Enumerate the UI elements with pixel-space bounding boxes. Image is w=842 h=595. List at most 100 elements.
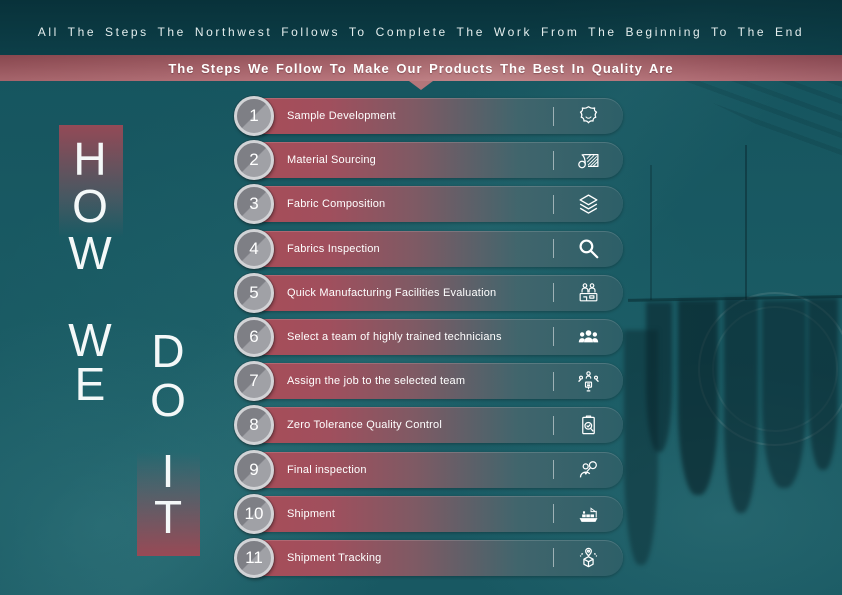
magnifier-icon [554,236,623,261]
vertical-letter: O [150,374,186,426]
step-number: 7 [249,371,259,391]
separator-line [553,194,554,214]
vertical-letter: I [161,445,175,497]
step-number-badge: 10 [234,493,274,534]
person-magnifier-icon [554,457,623,482]
header-bar: All The Steps The Northwest Follows To C… [0,0,842,55]
vertical-letter: E [74,358,106,410]
cargo-ship-icon [554,501,623,526]
separator-line [553,150,554,170]
vertical-letter: H [73,133,107,185]
step-number-badge: 3 [234,184,274,225]
step-number-badge: 5 [234,272,274,313]
hanging-clothes-decor [624,330,658,565]
step-label: Sample Development [287,110,396,122]
package-tracking-icon [554,545,623,570]
assign-team-icon [554,369,623,394]
step-label: Final inspection [287,463,367,476]
step-bar: Material Sourcing [246,142,623,179]
hanging-clothes-decor [646,302,672,452]
step-row: Fabrics Inspection 4 [234,228,623,269]
separator-line [553,371,554,391]
separator-line [553,283,554,303]
hanging-clothes-decor [724,298,758,513]
quality-control-icon [554,413,623,438]
step-bar: Select a team of highly trained technici… [246,318,623,355]
step-row: Quick Manufacturing Facilities Evaluatio… [234,272,623,313]
hanging-clothes-decor [762,300,806,488]
fabric-roll-icon [554,148,623,173]
step-row: Fabric Composition 3 [234,184,623,225]
step-number: 10 [244,503,264,523]
leather-hide-icon [554,104,623,129]
vertical-letter: D [151,325,185,377]
step-number: 2 [249,150,259,170]
step-row: Shipment 10 [234,493,623,534]
team-icon [554,324,623,349]
pole-decor [650,165,652,300]
hanging-clothes-decor [678,300,718,495]
separator-line [553,106,554,126]
banner-pointer-triangle [409,81,433,90]
step-number: 4 [249,238,259,258]
step-number-badge: 11 [234,537,274,578]
separator-line [553,548,554,568]
step-label: Select a team of highly trained technici… [287,330,502,343]
step-bar: Fabric Composition [246,186,623,223]
step-row: Select a team of highly trained technici… [234,316,623,357]
separator-line [553,327,554,347]
step-row: Material Sourcing 2 [234,140,623,181]
step-bar: Shipment Tracking [246,539,623,576]
step-number: 3 [249,194,259,214]
step-label: Fabric Composition [287,198,386,211]
banner-title: The Steps We Follow To Make Our Products… [168,60,674,76]
step-number-badge: 6 [234,316,274,357]
steps-list: Sample Development 1 Material Sourcing 2… [234,96,623,582]
step-number: 8 [249,415,259,435]
side-accent-rect-bottom [137,452,200,556]
separator-line [553,415,554,435]
banner: The Steps We Follow To Make Our Products… [0,55,842,81]
step-number: 5 [249,282,259,302]
step-number-badge: 8 [234,405,274,446]
side-accent-rect-top [59,125,123,237]
fabric-layers-icon [554,192,623,217]
separator-line [553,460,554,479]
vertical-letter: W [68,314,112,366]
separator-line [553,239,554,259]
step-number: 9 [249,459,259,479]
step-row: Zero Tolerance Quality Control 8 [234,405,623,446]
step-bar: Quick Manufacturing Facilities Evaluatio… [246,274,623,311]
step-label: Material Sourcing [287,154,376,167]
step-row: Shipment Tracking 11 [234,537,623,578]
step-bar: Sample Development [246,98,623,134]
step-bar: Assign the job to the selected team [246,363,623,400]
hanging-clothes-decor [808,298,838,470]
step-number-badge: 4 [234,228,274,269]
vertical-letter: T [153,491,183,543]
step-row: Sample Development 1 [234,96,623,136]
step-number-badge: 1 [234,96,274,136]
step-label: Quick Manufacturing Facilities Evaluatio… [287,286,497,299]
step-number: 6 [249,326,259,346]
step-label: Fabrics Inspection [287,242,380,255]
step-row: Final inspection 9 [234,449,623,490]
step-label: Zero Tolerance Quality Control [287,419,442,432]
facility-evaluation-icon [554,280,623,305]
step-bar: Zero Tolerance Quality Control [246,407,623,444]
vertical-letter: O [72,180,108,232]
vertical-letter: W [68,227,112,279]
step-bar: Fabrics Inspection [246,230,623,267]
step-number-badge: 9 [234,449,274,490]
step-number-badge: 2 [234,140,274,181]
step-bar: Final inspection [246,451,623,488]
step-number-badge: 7 [234,361,274,402]
step-bar: Shipment [246,495,623,532]
step-number: 11 [245,547,263,567]
step-number: 1 [249,106,259,125]
